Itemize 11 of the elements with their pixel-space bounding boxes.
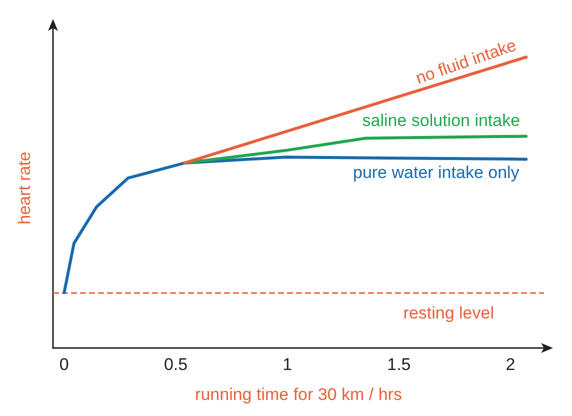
y-axis-title: heart rate [15,152,34,224]
x-tick-label: 1.5 [387,355,411,374]
x-tick-label: 0 [59,355,69,374]
x-tick-label: 1 [282,355,292,374]
text: no fluid intake [413,36,519,88]
x-axis-title: running time for 30 km / hrs [195,385,402,404]
ref-line-label: resting level [403,304,494,323]
x-tick-label: 0.5 [164,355,188,374]
x-tick-label: 2 [506,355,516,374]
series-label: saline solution intake [362,111,520,130]
series-label: pure water intake only [352,163,520,182]
